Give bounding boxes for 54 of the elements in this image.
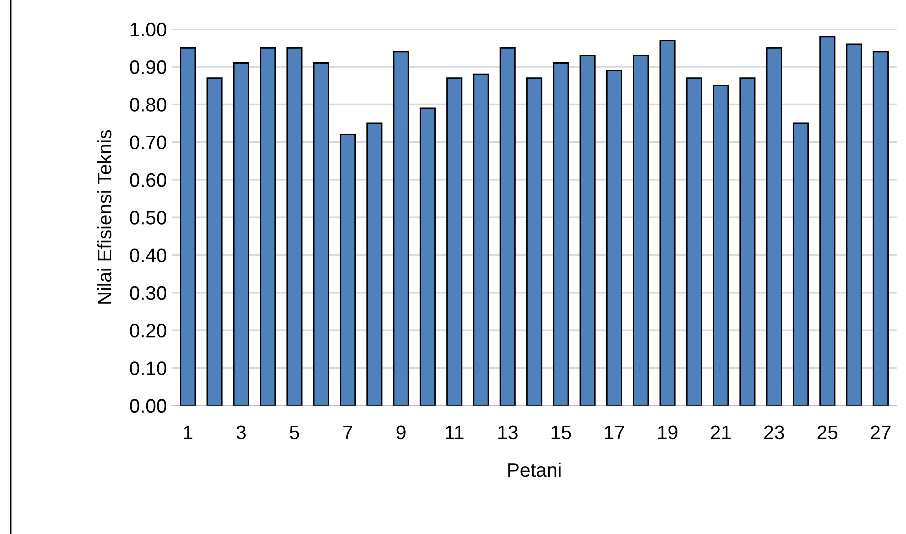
bar [366, 122, 383, 406]
x-tick-label: 21 [711, 426, 731, 440]
bar [473, 74, 490, 406]
x-tick-label: 11 [446, 426, 464, 440]
y-tick-label: 0.40 [130, 248, 167, 262]
bar [180, 48, 196, 406]
x-tick-label: 3 [236, 426, 246, 440]
y-axis-title: Nilai Efisiensi Teknis [97, 130, 112, 304]
x-tick-label: 7 [344, 426, 352, 440]
x-tick-label: 9 [396, 426, 406, 440]
x-tick-label: 17 [605, 426, 624, 440]
x-tick-label: 27 [871, 426, 891, 440]
bar [713, 85, 730, 406]
x-tick-label: 25 [818, 426, 838, 440]
bar [606, 70, 623, 406]
bar [740, 78, 756, 406]
bar [686, 78, 702, 406]
bar [580, 55, 596, 406]
y-tick-label: 0.30 [130, 286, 167, 300]
bar [526, 78, 543, 406]
bar [633, 55, 650, 406]
bar [766, 48, 782, 406]
y-tick-label: 0.50 [130, 211, 167, 225]
bar [260, 48, 276, 406]
x-axis-title: Petani [508, 462, 561, 478]
bar [233, 62, 250, 406]
bar [846, 44, 862, 406]
x-tick-label: 23 [764, 426, 784, 440]
bar [553, 62, 570, 406]
bar [872, 51, 889, 406]
y-tick-label: 0.00 [130, 399, 167, 414]
bar [792, 122, 810, 406]
y-tick-label: 0.90 [130, 60, 167, 74]
x-tick-label: 15 [552, 426, 572, 440]
x-tick-label: 1 [184, 426, 193, 440]
bar [420, 108, 436, 406]
y-tick-label: 0.10 [130, 362, 167, 376]
y-tick-label: 0.20 [130, 324, 167, 338]
bar [446, 78, 463, 406]
bar [820, 36, 836, 406]
bar [313, 62, 330, 406]
bar [286, 48, 303, 406]
bar [340, 134, 356, 406]
y-tick-label: 0.70 [130, 136, 167, 150]
bar [660, 40, 676, 406]
bar [393, 51, 410, 406]
x-tick-label: 5 [290, 426, 300, 440]
y-tick-label: 1.00 [130, 22, 167, 37]
y-tick-label: 0.60 [130, 173, 167, 188]
bar [500, 48, 516, 406]
y-tick-label: 0.80 [130, 98, 167, 112]
x-tick-label: 13 [498, 426, 518, 440]
bar [206, 78, 223, 406]
x-tick-label: 19 [658, 426, 678, 440]
